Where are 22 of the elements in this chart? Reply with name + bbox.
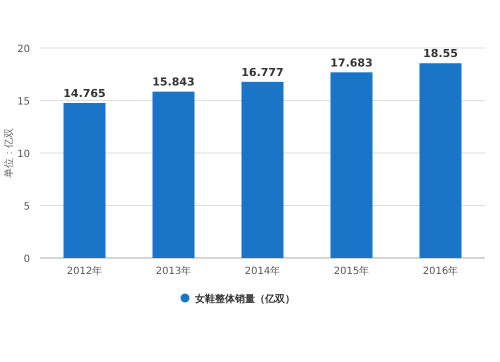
data-label: 14.765 xyxy=(63,86,106,100)
y-axis-title: 单位：亿双 xyxy=(3,128,15,178)
x-tick-label: 2016年 xyxy=(422,265,458,277)
bar xyxy=(152,92,194,258)
data-label: 17.683 xyxy=(330,56,373,70)
x-tick-label: 2013年 xyxy=(156,265,192,277)
x-tick-label: 2014年 xyxy=(244,265,280,277)
bar xyxy=(420,63,462,258)
y-tick-label: 15 xyxy=(17,96,30,108)
data-label: 15.843 xyxy=(152,76,195,89)
bar xyxy=(64,102,106,258)
y-tick-label: 10 xyxy=(17,149,30,160)
x-tick-label: 2012年 xyxy=(66,265,102,277)
y-tick-label: 20 xyxy=(17,44,30,55)
data-label: 16.777 xyxy=(241,66,284,79)
bar xyxy=(242,82,284,258)
data-label: 18.55 xyxy=(423,47,458,60)
y-tick-label: 5 xyxy=(24,202,30,212)
bar xyxy=(330,72,372,258)
y-tick-label: 0 xyxy=(24,254,30,265)
x-tick-label: 2015年 xyxy=(334,265,370,277)
legend-label: 女鞋整体销量（亿双） xyxy=(194,293,295,305)
